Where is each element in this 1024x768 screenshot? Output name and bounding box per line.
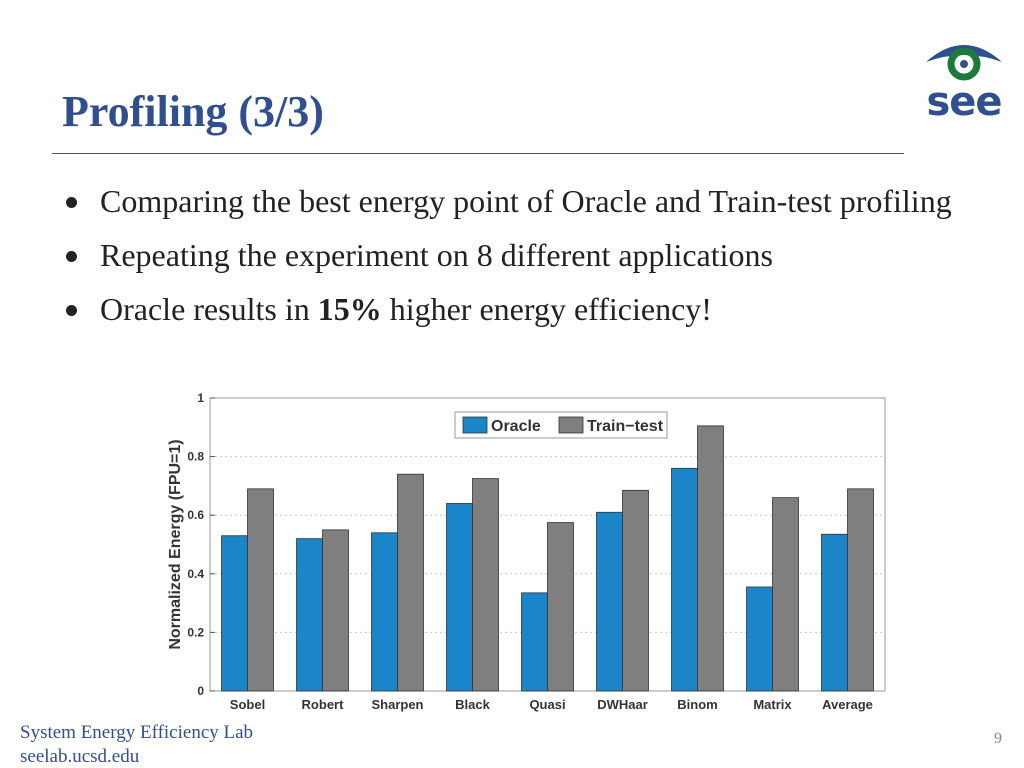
y-tick-label: 0.2	[187, 625, 204, 639]
x-category-label: Sobel	[230, 697, 265, 712]
bullet-item: Oracle results in 15% higher energy effi…	[60, 288, 960, 330]
x-category-label: Matrix	[753, 697, 792, 712]
legend-swatch	[558, 416, 584, 434]
x-category-label: DWHaar	[597, 697, 648, 712]
bar-oracle	[296, 538, 323, 692]
bar-oracle	[596, 511, 623, 692]
footer-lab-name: System Energy Efficiency Lab	[20, 722, 254, 743]
bullet-text: Repeating the experiment on 8 different …	[100, 237, 773, 273]
title-divider	[52, 153, 904, 154]
page-number: 9	[994, 730, 1002, 747]
x-category-label: Robert	[302, 697, 345, 712]
logo-wordmark: see	[926, 79, 1002, 125]
bar-train-test	[547, 522, 574, 692]
bar-train-test	[697, 425, 724, 692]
y-tick-label: 0	[197, 684, 204, 698]
y-axis-title: Normalized Energy (FPU=1)	[167, 439, 184, 649]
y-tick-label: 0.4	[187, 567, 204, 581]
bullet-item: Repeating the experiment on 8 different …	[60, 234, 960, 276]
bullet-item: Comparing the best energy point of Oracl…	[60, 180, 960, 222]
legend-label: Train−test	[587, 418, 664, 435]
bullet-highlight: 15%	[317, 291, 382, 327]
y-tick-label: 0.6	[187, 508, 204, 522]
footer-url: seelab.ucsd.edu	[20, 746, 140, 767]
x-category-label: Sharpen	[371, 697, 423, 712]
eye-icon	[926, 45, 1002, 81]
x-category-label: Binom	[677, 697, 717, 712]
bullet-text: Comparing the best energy point of Oracl…	[100, 183, 952, 219]
x-category-label: Average	[822, 697, 873, 712]
bar-oracle	[371, 532, 398, 692]
bar-train-test	[847, 488, 874, 692]
bar-train-test	[247, 488, 274, 692]
bar-train-test	[322, 529, 349, 692]
bullet-icon	[66, 305, 77, 316]
bullet-text-after: higher energy efficiency!	[381, 291, 712, 327]
bar-oracle	[821, 533, 848, 692]
bar-train-test	[397, 473, 424, 692]
bar-oracle	[221, 535, 248, 692]
bullet-list: Comparing the best energy point of Oracl…	[60, 180, 960, 342]
bullet-text-before: Oracle results in	[100, 291, 318, 327]
legend-swatch	[462, 416, 488, 434]
bar-oracle	[746, 586, 773, 692]
energy-bar-chart: 0 0.2 0.4 0.6 0.8 1 Normalized Energy (FPU=1) S…	[167, 391, 886, 712]
bar-train-test	[772, 497, 799, 692]
slide-title: Profiling (3/3)	[62, 87, 324, 136]
bar-oracle	[446, 503, 473, 692]
bar-train-test	[472, 478, 499, 692]
bullet-icon	[66, 197, 77, 208]
see-logo: see	[922, 34, 1006, 130]
x-category-label: Black	[455, 697, 490, 712]
bar-oracle	[671, 467, 698, 692]
bullet-icon	[66, 251, 77, 262]
legend-label: Oracle	[491, 418, 541, 435]
bar-oracle	[521, 592, 548, 692]
x-category-label: Quasi	[529, 697, 565, 712]
y-tick-label: 1	[197, 391, 204, 405]
bar-train-test	[622, 489, 649, 692]
y-tick-label: 0.8	[187, 450, 204, 464]
